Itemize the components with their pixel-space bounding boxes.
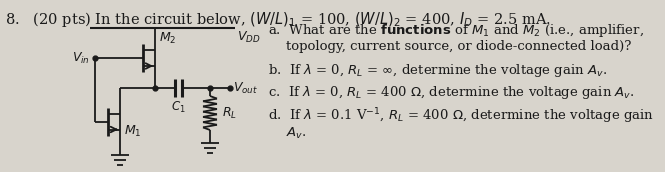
Text: $V_{out}$: $V_{out}$: [233, 80, 258, 96]
Text: $M_1$: $M_1$: [124, 123, 142, 139]
Text: $V_{in}$: $V_{in}$: [72, 50, 90, 66]
Text: $C_1$: $C_1$: [171, 100, 186, 115]
Text: topology, current source, or diode-connected load)?: topology, current source, or diode-conne…: [286, 40, 631, 53]
Text: d.  If $\lambda$ = 0.1 V$^{-1}$, $R_L$ = 400 $\Omega$, determine the voltage gai: d. If $\lambda$ = 0.1 V$^{-1}$, $R_L$ = …: [268, 106, 654, 126]
Text: $V_{DD}$: $V_{DD}$: [237, 30, 261, 45]
Text: $R_L$: $R_L$: [222, 105, 237, 121]
Text: b.  If $\lambda$ = 0, $R_L$ = $\infty$, determine the voltage gain $A_v$.: b. If $\lambda$ = 0, $R_L$ = $\infty$, d…: [268, 62, 607, 79]
Text: 8.   (20 pts) In the circuit below, $(W/L)_1$ = 100, $(W/L)_2$ = 400, $I_D$ = 2.: 8. (20 pts) In the circuit below, $(W/L)…: [5, 10, 551, 29]
Text: $M_2$: $M_2$: [159, 31, 176, 46]
Text: a.  What are the $\mathbf{functions}$ of $M_1$ and $M_2$ (i.e., amplifier,: a. What are the $\mathbf{functions}$ of …: [268, 22, 644, 39]
Text: $A_v$.: $A_v$.: [286, 126, 307, 141]
Text: c.  If $\lambda$ = 0, $R_L$ = 400 $\Omega$, determine the voltage gain $A_v$.: c. If $\lambda$ = 0, $R_L$ = 400 $\Omega…: [268, 84, 635, 101]
